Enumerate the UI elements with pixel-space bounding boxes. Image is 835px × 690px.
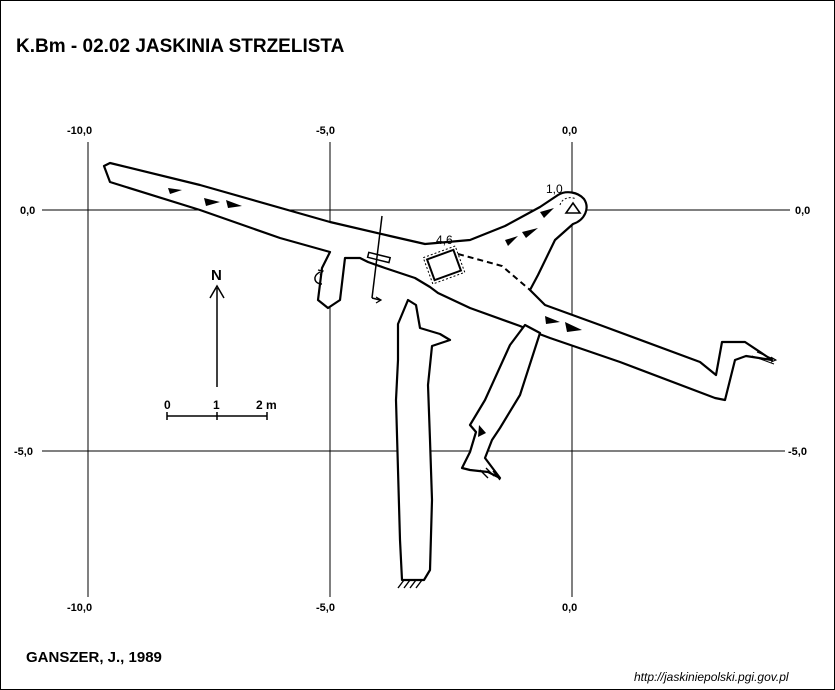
slope-arrow-icon [204, 198, 220, 206]
south-branch [460, 323, 542, 480]
dashed-connection [457, 253, 531, 291]
exit-arrowhead-icon [770, 356, 778, 363]
north-arrow: N [209, 267, 225, 387]
boulder [366, 251, 392, 264]
southern-passage [394, 298, 452, 582]
curved-arrowhead-icon [317, 269, 325, 276]
scale-label-0: 0 [164, 398, 171, 412]
grid-label-top-x3: 0,0 [562, 125, 577, 137]
grid-label-bottom-x2: -5,0 [316, 602, 335, 614]
branch-end-hatch-icon [479, 467, 501, 481]
exit-arrows [751, 351, 778, 365]
entrance-dripline [559, 197, 577, 206]
slope-arrow-icon [522, 228, 538, 238]
slope-arrow-icon [478, 425, 486, 437]
source-url: http://jaskiniepolski.pgi.gov.pl [634, 670, 789, 684]
grid-label-top-x2: -5,0 [316, 125, 335, 137]
grid-label-right-y2: -5,0 [788, 446, 807, 458]
grid-label-left-y1: 0,0 [20, 205, 35, 217]
slope-arrows [168, 188, 582, 437]
slope-arrow-icon [226, 200, 242, 208]
scale-label-1: 1 [213, 398, 220, 412]
slope-arrow-icon [565, 322, 582, 332]
continuation-marks [397, 467, 501, 589]
depth-label-chamber: 4,6 [436, 233, 453, 247]
slope-arrow-icon [168, 188, 182, 194]
cave-outline [102, 161, 774, 582]
section-arrow-icon [371, 297, 381, 301]
grid-label-right-y1: 0,0 [795, 205, 810, 217]
curved-arrow-icon [314, 271, 323, 285]
grid-label-bottom-x1: -10,0 [67, 602, 92, 614]
depth-label-entrance: 1,0 [546, 182, 563, 196]
grid-label-left-y2: -5,0 [14, 446, 33, 458]
grid-label-top-x1: -10,0 [67, 125, 92, 137]
scale-label-2: 2 m [256, 398, 277, 412]
north-arrow-icon [209, 284, 225, 299]
south-end-hatch-icon [397, 579, 423, 589]
section-line [371, 215, 383, 299]
section-arrowhead-icon [375, 296, 383, 304]
author-credit: GANSZER, J., 1989 [26, 649, 162, 666]
slope-arrow-icon [540, 208, 554, 218]
map-title: K.Bm - 02.02 JASKINIA STRZELISTA [16, 36, 345, 57]
exit-arrow-icon [751, 355, 775, 365]
chamber-block [422, 245, 466, 285]
north-label: N [211, 267, 222, 284]
slope-arrow-icon [545, 316, 560, 324]
grid-label-bottom-x3: 0,0 [562, 602, 577, 614]
scale-bar: 0 1 2 m [164, 398, 277, 420]
entrance-triangle-icon [564, 201, 582, 214]
slope-arrow-icon [505, 236, 518, 246]
